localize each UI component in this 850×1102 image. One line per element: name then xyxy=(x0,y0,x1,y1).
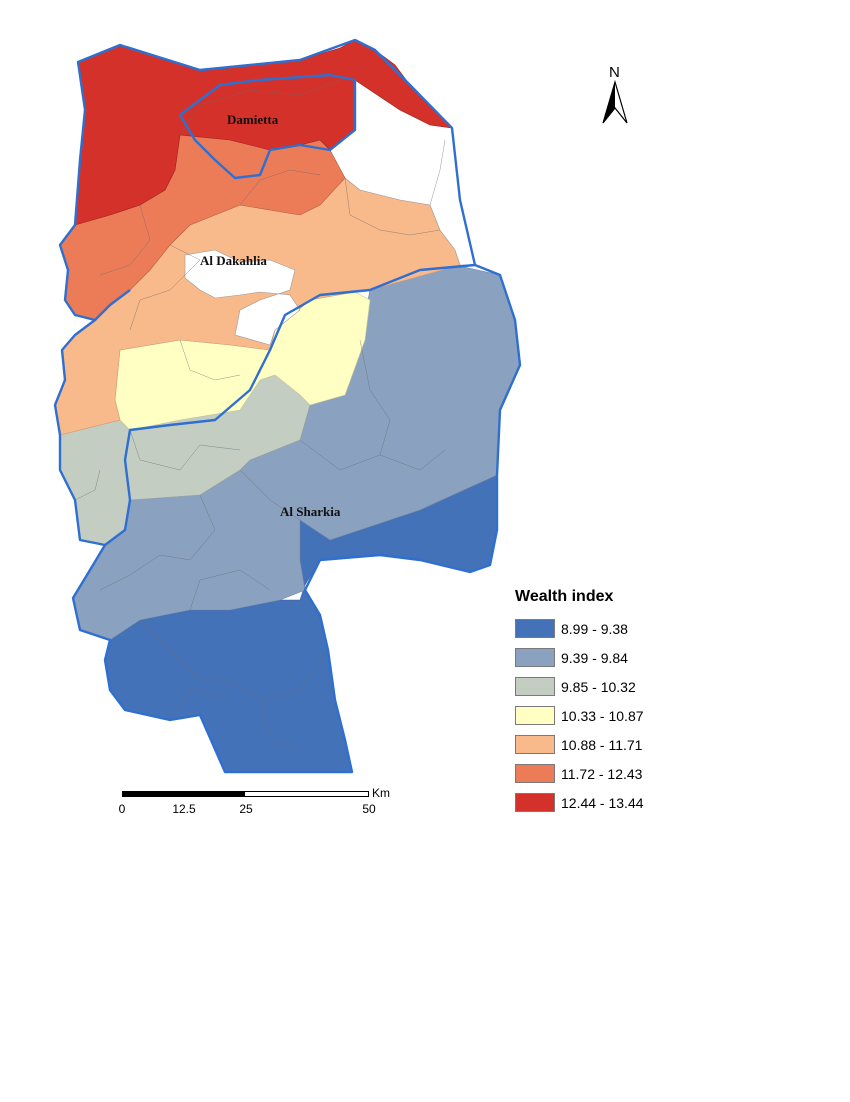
legend-item: 10.33 - 10.87 xyxy=(515,701,715,730)
legend-swatch xyxy=(515,619,555,638)
scale-tick: 25 xyxy=(239,802,253,816)
district-boundaries xyxy=(74,79,446,751)
dakahlia-sharkia-boundary xyxy=(94,263,476,546)
legend-item: 8.99 - 9.38 xyxy=(515,614,715,643)
scale-bar-segment-filled xyxy=(122,791,244,797)
legend-label: 12.44 - 13.44 xyxy=(561,794,644,811)
zone-no-data xyxy=(184,249,301,346)
legend-swatch xyxy=(515,677,555,696)
legend-label: 9.39 - 9.84 xyxy=(561,649,628,666)
scale-bar-segment-empty xyxy=(244,791,369,797)
north-arrow-letter: N xyxy=(609,64,620,81)
region-label-dakahlia: Al Dakahlia xyxy=(200,253,267,268)
governorate-boundaries xyxy=(53,38,522,774)
legend-item: 10.88 - 11.71 xyxy=(515,730,715,759)
legend-item: 9.85 - 10.32 xyxy=(515,672,715,701)
scale-bar: 0 12.5 25 50 Km xyxy=(118,786,412,818)
legend: Wealth index 8.99 - 9.38 9.39 - 9.84 9.85 … xyxy=(515,588,715,817)
damietta-boundary xyxy=(178,73,357,180)
scale-tick: 50 xyxy=(362,802,376,816)
legend-item: 9.39 - 9.84 xyxy=(515,643,715,672)
legend-label: 9.85 - 10.32 xyxy=(561,678,636,695)
legend-label: 11.72 - 12.43 xyxy=(561,765,643,782)
legend-label: 8.99 - 9.38 xyxy=(561,620,628,637)
north-arrow: N xyxy=(602,64,628,124)
legend-label: 10.88 - 11.71 xyxy=(561,736,643,753)
legend-swatch xyxy=(515,793,555,812)
scale-unit: Km xyxy=(372,786,390,800)
legend-swatch xyxy=(515,764,555,783)
region-label-damietta: Damietta xyxy=(227,112,279,127)
legend-label: 10.33 - 10.87 xyxy=(561,707,644,724)
legend-swatch xyxy=(515,706,555,725)
region-label-sharkia: Al Sharkia xyxy=(280,504,341,519)
scale-tick: 12.5 xyxy=(172,802,196,816)
legend-swatch xyxy=(515,735,555,754)
legend-swatch xyxy=(515,648,555,667)
legend-item: 12.44 - 13.44 xyxy=(515,788,715,817)
legend-item: 11.72 - 12.43 xyxy=(515,759,715,788)
legend-title: Wealth index xyxy=(515,588,614,605)
scale-tick: 0 xyxy=(118,802,126,816)
